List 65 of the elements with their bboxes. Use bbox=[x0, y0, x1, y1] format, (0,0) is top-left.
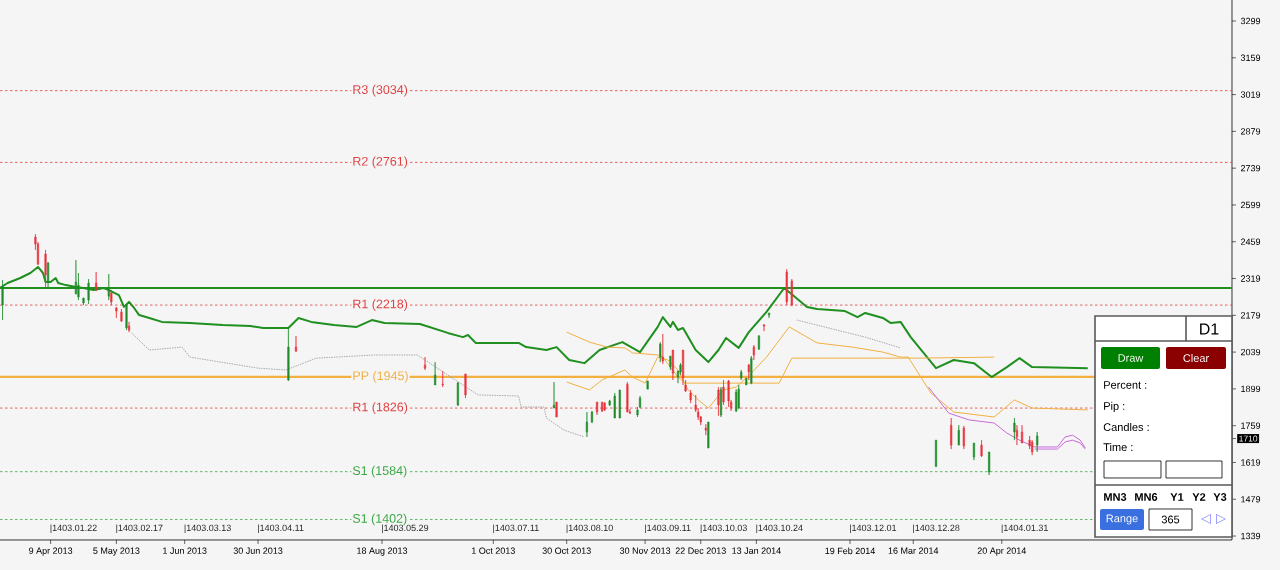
annotation: ◁ bbox=[1201, 514, 1211, 524]
annotation: |1403.04.11 bbox=[258, 524, 304, 533]
y-tick-label: 3299 bbox=[1240, 17, 1261, 25]
annotation: ▷ bbox=[1216, 514, 1226, 524]
x-tick-label: 18 Aug 2013 bbox=[357, 547, 408, 556]
annotation: 365 bbox=[1161, 515, 1180, 524]
annotation: |1403.09.11 bbox=[645, 524, 691, 533]
annotation: |1403.07.11 bbox=[493, 524, 539, 533]
y-tick-label: 2039 bbox=[1240, 348, 1261, 356]
x-tick-label: 19 Feb 2014 bbox=[825, 547, 875, 555]
y-tick-label: 2599 bbox=[1240, 201, 1261, 209]
annotation: |1403.05.29 bbox=[382, 524, 429, 533]
annotation: Candles : bbox=[1103, 422, 1149, 432]
ref-line-label: R3 (3034) bbox=[353, 84, 408, 97]
y-tick-label: 2879 bbox=[1240, 128, 1261, 135]
x-tick-label: 9 Apr 2013 bbox=[29, 547, 73, 556]
annotation: |1404.01.31 bbox=[1001, 524, 1048, 533]
annotation: |1403.03.13 bbox=[184, 524, 231, 533]
annotation: MN6 bbox=[1135, 493, 1158, 501]
annotation: Clear bbox=[1183, 353, 1209, 363]
x-tick-label: 1 Jun 2013 bbox=[163, 547, 207, 554]
y-tick-label: 1619 bbox=[1241, 459, 1261, 466]
ref-line-label: R1 (2218) bbox=[353, 299, 408, 311]
y-tick-label: 1899 bbox=[1241, 385, 1261, 393]
annotation: |1403.01.22 bbox=[50, 524, 97, 533]
x-tick-label: 30 Nov 2013 bbox=[619, 547, 671, 554]
annotation: |1403.02.17 bbox=[116, 524, 163, 533]
annotation: Time : bbox=[1103, 442, 1133, 452]
x-tick-label: 30 Jun 2013 bbox=[233, 547, 283, 554]
y-tick-label: 1339 bbox=[1241, 532, 1261, 540]
y-tick-label: 3019 bbox=[1240, 91, 1261, 98]
y-tick-label: 2459 bbox=[1240, 238, 1261, 245]
y-tick-label: 1759 bbox=[1241, 422, 1261, 429]
annotation: MN3 bbox=[1104, 493, 1127, 501]
ref-line-label: R2 (2761) bbox=[353, 156, 408, 169]
annotation: |1403.10.24 bbox=[756, 524, 803, 533]
x-tick-label: 5 May 2013 bbox=[93, 547, 140, 556]
annotation: D1 bbox=[1200, 323, 1219, 335]
annotation: Range bbox=[1106, 514, 1138, 525]
ref-line-label: R1 (1826) bbox=[353, 402, 408, 414]
y-tick-label: 3159 bbox=[1240, 54, 1261, 61]
annotation: Y2 bbox=[1192, 493, 1206, 501]
annotation: |1403.12.28 bbox=[913, 524, 960, 533]
y-tick-label: 1710 bbox=[1239, 435, 1258, 442]
ref-line-label: PP (1945) bbox=[353, 370, 408, 383]
y-tick-label: 2319 bbox=[1240, 275, 1261, 282]
ref-line-label: S1 (1584) bbox=[352, 465, 407, 478]
annotation: Draw bbox=[1118, 354, 1144, 362]
annotation: |1403.10.03 bbox=[700, 524, 747, 533]
x-tick-label: 20 Apr 2014 bbox=[977, 547, 1027, 556]
x-tick-label: 13 Jan 2014 bbox=[732, 547, 781, 554]
annotation: Pip : bbox=[1104, 401, 1125, 413]
y-tick-label: 2739 bbox=[1240, 164, 1261, 172]
ref-line-label: S1 (1402) bbox=[352, 513, 407, 526]
annotation: Y1 bbox=[1170, 493, 1184, 501]
annotation: Y3 bbox=[1213, 493, 1227, 501]
annotation: |1403.12.01 bbox=[850, 524, 897, 533]
x-tick-label: 22 Dec 2013 bbox=[675, 547, 726, 554]
x-tick-label: 1 Oct 2013 bbox=[471, 547, 515, 554]
y-tick-label: 1479 bbox=[1241, 496, 1261, 503]
annotation: Percent : bbox=[1104, 381, 1147, 389]
x-tick-label: 16 Mar 2014 bbox=[888, 547, 939, 554]
y-tick-label: 2179 bbox=[1240, 312, 1261, 319]
x-tick-label: 30 Oct 2013 bbox=[542, 547, 591, 554]
annotation: |1403.08.10 bbox=[566, 524, 613, 533]
